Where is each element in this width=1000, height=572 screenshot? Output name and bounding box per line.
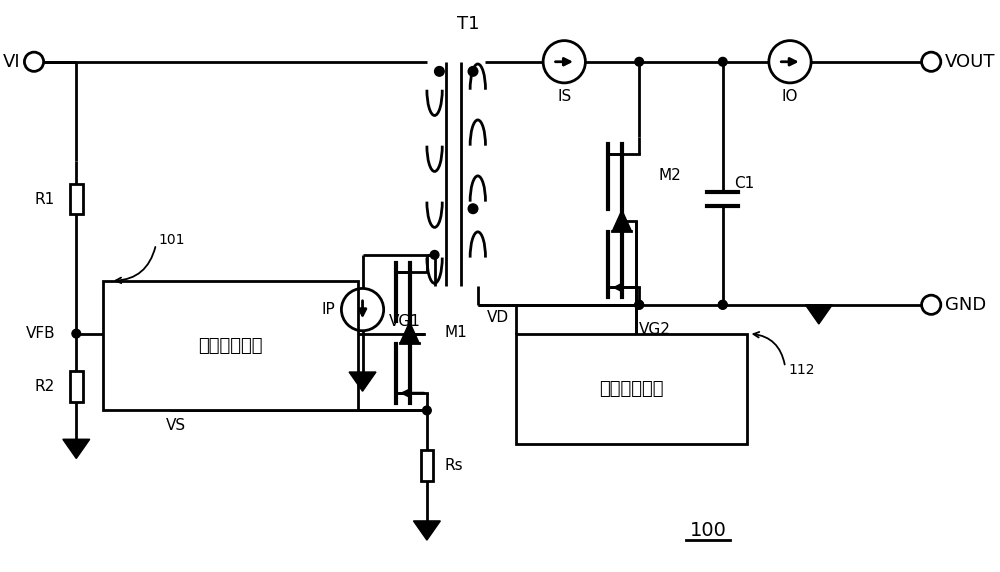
- Text: VOUT: VOUT: [945, 53, 995, 71]
- Circle shape: [468, 204, 478, 213]
- Text: R2: R2: [35, 379, 55, 394]
- Text: GND: GND: [945, 296, 986, 314]
- Polygon shape: [612, 210, 631, 231]
- Circle shape: [423, 406, 431, 415]
- Polygon shape: [400, 322, 419, 343]
- Text: 100: 100: [690, 521, 727, 540]
- Bar: [103, 281, 358, 411]
- Circle shape: [430, 251, 439, 259]
- Text: R1: R1: [35, 192, 55, 206]
- Text: VS: VS: [166, 418, 186, 433]
- Circle shape: [718, 300, 727, 309]
- Text: 112: 112: [788, 363, 815, 377]
- Text: IP: IP: [322, 302, 336, 317]
- Polygon shape: [805, 305, 832, 324]
- Text: VD: VD: [486, 309, 509, 324]
- Text: M2: M2: [658, 168, 681, 182]
- Text: T1: T1: [457, 15, 479, 33]
- Circle shape: [718, 300, 727, 309]
- Bar: [421, 450, 433, 480]
- Circle shape: [468, 66, 478, 76]
- Bar: [70, 184, 83, 214]
- Text: M1: M1: [444, 325, 467, 340]
- Text: VI: VI: [3, 53, 21, 71]
- Text: Rs: Rs: [444, 458, 463, 472]
- Text: 原边控制电路: 原边控制电路: [198, 336, 263, 355]
- Polygon shape: [63, 439, 90, 459]
- Polygon shape: [349, 372, 376, 391]
- Text: IS: IS: [557, 89, 571, 104]
- Text: C1: C1: [734, 176, 755, 191]
- Circle shape: [635, 57, 644, 66]
- Circle shape: [635, 300, 644, 309]
- Text: IO: IO: [782, 89, 798, 104]
- Text: VG2: VG2: [639, 322, 671, 337]
- Bar: [70, 371, 83, 402]
- Text: 副边控制电路: 副边控制电路: [599, 380, 664, 398]
- Bar: [516, 333, 747, 444]
- Text: VG1: VG1: [389, 314, 421, 329]
- Circle shape: [435, 66, 444, 76]
- Text: VFB: VFB: [26, 326, 55, 341]
- Circle shape: [718, 57, 727, 66]
- Text: 101: 101: [159, 233, 185, 248]
- Polygon shape: [413, 521, 440, 540]
- Circle shape: [72, 329, 81, 338]
- Circle shape: [635, 300, 644, 309]
